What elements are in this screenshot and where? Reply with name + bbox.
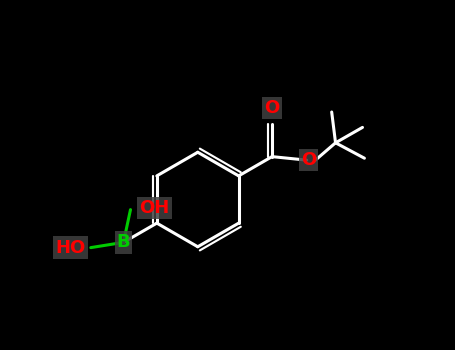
Text: OH: OH (139, 199, 170, 217)
Text: O: O (301, 151, 316, 169)
Text: HO: HO (55, 239, 86, 257)
Text: O: O (264, 99, 280, 117)
Text: B: B (116, 233, 130, 251)
